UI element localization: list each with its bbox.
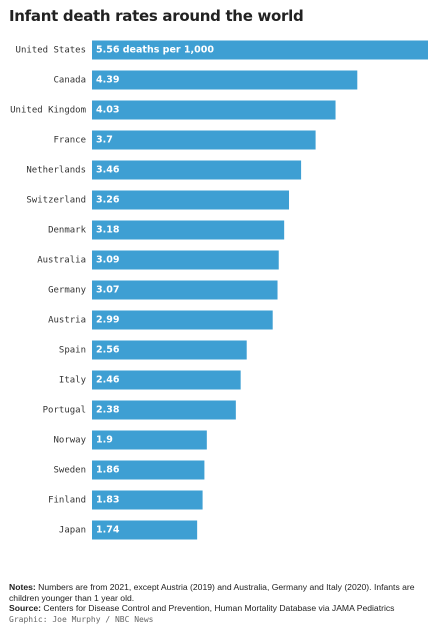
bar-italy <box>92 370 241 390</box>
category-label-canada: Canada <box>53 76 86 86</box>
category-label-denmark: Denmark <box>48 226 87 236</box>
value-label-spain: 2.56 <box>96 345 120 356</box>
graphic-credit: Graphic: Joe Murphy / NBC News <box>9 614 154 624</box>
chart-title: Infant death rates around the world <box>9 7 304 25</box>
value-label-united-states: 5.56 deaths per 1,000 <box>96 45 214 56</box>
value-label-germany: 3.07 <box>96 285 119 296</box>
source-text: Centers for Disease Control and Preventi… <box>41 603 395 613</box>
value-label-finland: 1.83 <box>96 495 119 506</box>
category-label-netherlands: Netherlands <box>26 166 86 176</box>
category-label-germany: Germany <box>48 286 87 296</box>
bar-netherlands <box>92 160 302 180</box>
category-label-finland: Finland <box>48 496 86 506</box>
value-label-italy: 2.46 <box>96 375 120 386</box>
value-label-portugal: 2.38 <box>96 405 120 416</box>
bar-sweden <box>92 460 205 480</box>
chart-footer: Notes: Numbers are from 2021, except Aus… <box>9 582 437 625</box>
category-label-portugal: Portugal <box>43 406 86 416</box>
bar-japan <box>92 520 198 540</box>
value-label-sweden: 1.86 <box>96 465 120 476</box>
category-label-italy: Italy <box>59 376 87 386</box>
notes: Notes: Numbers are from 2021, except Aus… <box>9 582 437 603</box>
value-label-norway: 1.9 <box>96 435 113 446</box>
bar-france <box>92 130 316 150</box>
value-label-australia: 3.09 <box>96 255 119 266</box>
bar-united-kingdom <box>92 100 336 120</box>
notes-label: Notes: <box>9 582 36 592</box>
bar-australia <box>92 250 279 270</box>
value-label-netherlands: 3.46 <box>96 165 120 176</box>
value-label-denmark: 3.18 <box>96 225 120 236</box>
category-label-norway: Norway <box>53 436 86 446</box>
category-label-sweden: Sweden <box>53 466 86 476</box>
bar-portugal <box>92 400 236 420</box>
category-label-spain: Spain <box>59 346 86 356</box>
value-label-france: 3.7 <box>96 135 113 146</box>
bar-norway <box>92 430 207 450</box>
category-label-australia: Australia <box>37 256 86 266</box>
bar-canada <box>92 70 358 90</box>
bar-denmark <box>92 220 285 240</box>
category-label-united-states: United States <box>16 46 86 56</box>
category-label-united-kingdom: United Kingdom <box>10 106 86 116</box>
value-label-canada: 4.39 <box>96 75 119 86</box>
source-label: Source: <box>9 603 41 613</box>
category-label-japan: Japan <box>59 526 86 536</box>
bar-austria <box>92 310 273 330</box>
source: Source: Centers for Disease Control and … <box>9 603 437 614</box>
value-label-united-kingdom: 4.03 <box>96 105 119 116</box>
category-label-switzerland: Switzerland <box>26 196 86 206</box>
notes-text: Numbers are from 2021, except Austria (2… <box>9 582 415 603</box>
category-label-austria: Austria <box>48 316 86 326</box>
bar-spain <box>92 340 247 360</box>
bar-switzerland <box>92 190 290 210</box>
bar-finland <box>92 490 203 510</box>
value-label-japan: 1.74 <box>96 525 120 536</box>
value-label-switzerland: 3.26 <box>96 195 120 206</box>
bar-chart: United States 5.56 deaths per 1,000 Canada… <box>10 40 428 540</box>
category-label-france: France <box>53 136 86 146</box>
bar-germany <box>92 280 278 300</box>
value-label-austria: 2.99 <box>96 315 119 326</box>
bar-united-states <box>92 40 428 60</box>
